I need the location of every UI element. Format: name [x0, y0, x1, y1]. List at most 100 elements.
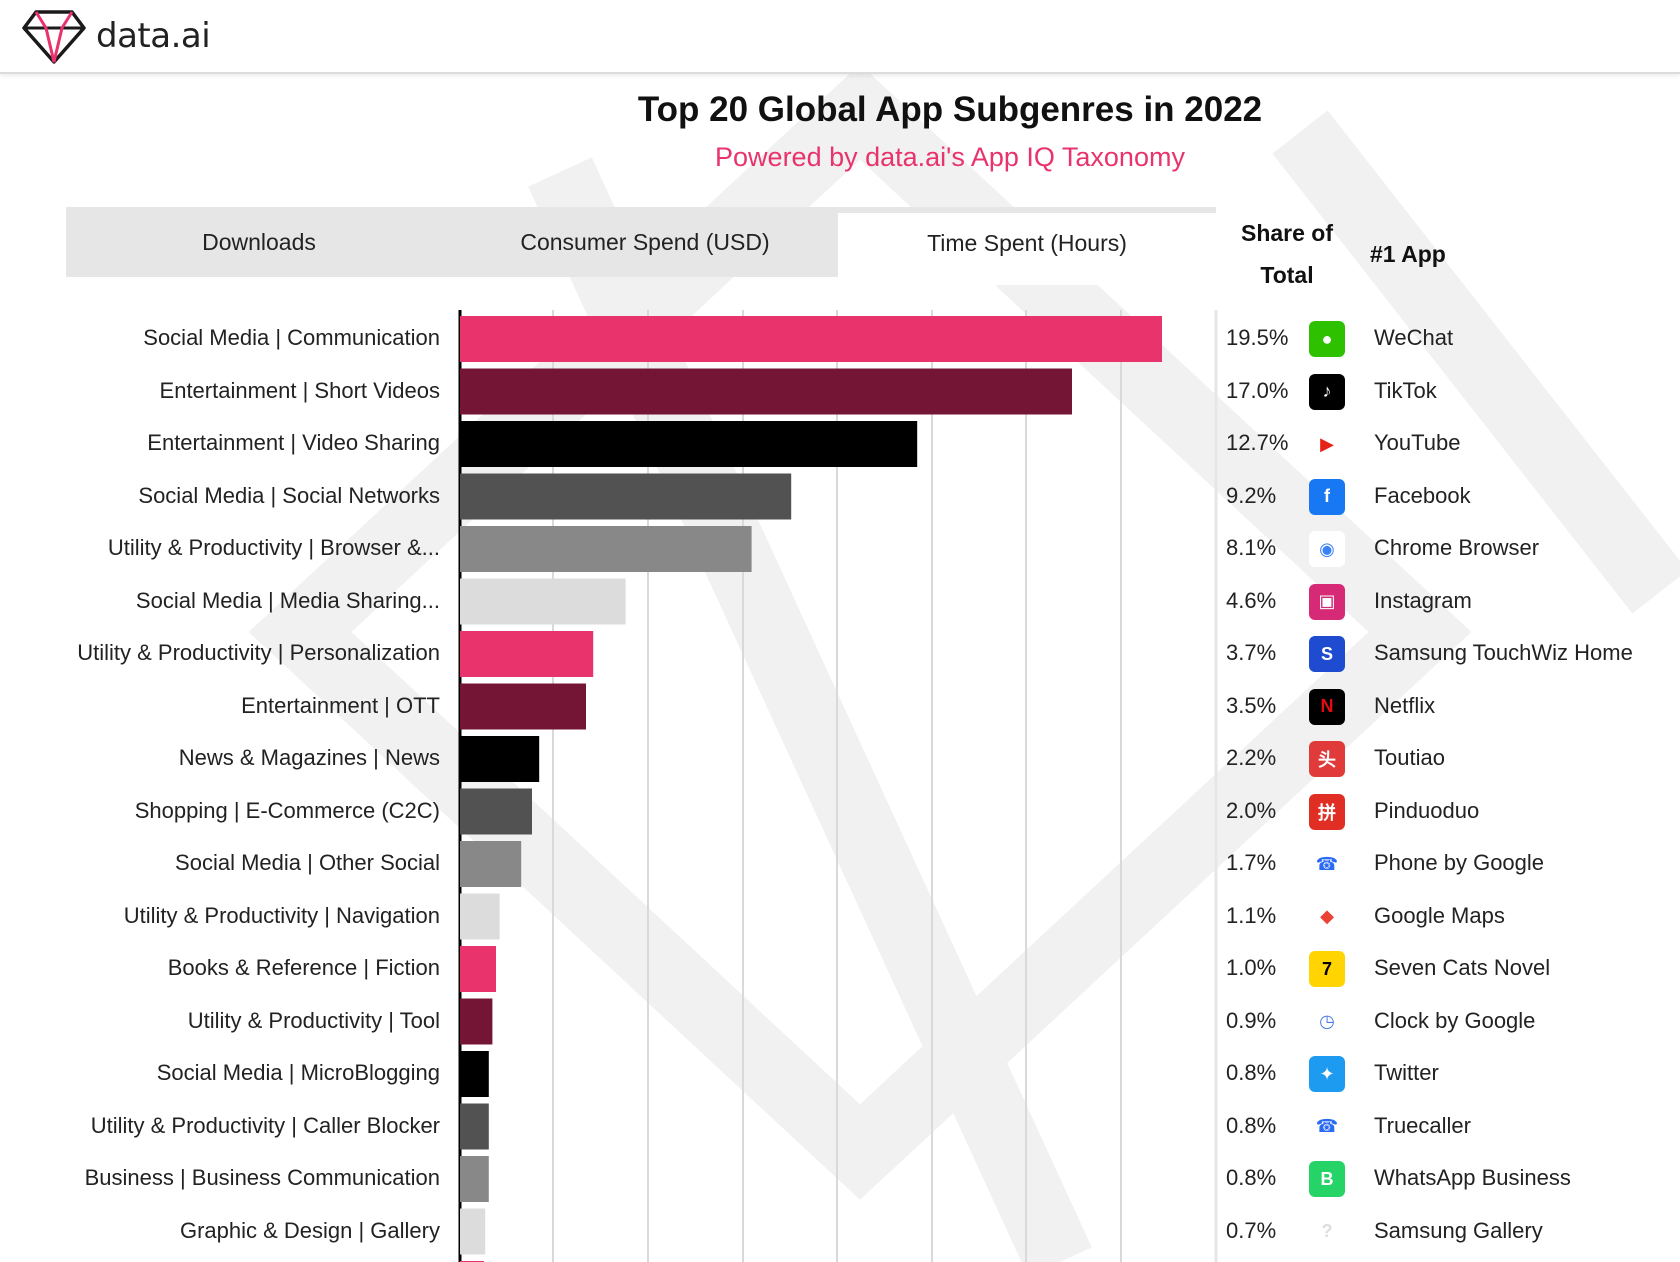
diamond-logo-icon	[22, 10, 86, 64]
bar[interactable]	[460, 1208, 486, 1255]
bar[interactable]	[460, 946, 496, 992]
share-label: 1.0%	[1226, 955, 1277, 980]
share-label: 19.5%	[1226, 325, 1289, 350]
facebook-icon: f	[1309, 478, 1345, 515]
truecaller-icon: ☎	[1309, 1108, 1345, 1145]
whatsapp-business-icon: B	[1309, 1161, 1345, 1197]
samsung-home-icon: S	[1309, 636, 1345, 672]
tab-downloads[interactable]: Downloads	[202, 229, 316, 255]
bar[interactable]	[460, 998, 493, 1045]
category-label: Social Media | Media Sharing...	[135, 587, 440, 613]
twitter-icon: ✦	[1309, 1056, 1345, 1092]
share-label: 3.5%	[1226, 692, 1277, 718]
top-app-name[interactable]: Seven Cats Novel	[1374, 955, 1551, 980]
top-app-name[interactable]: Pinduoduo	[1374, 797, 1480, 823]
share-label: 0.8%	[1226, 1165, 1277, 1190]
top-app-name[interactable]: Phone by Google	[1374, 850, 1545, 875]
top-app-name[interactable]: Twitter	[1374, 1060, 1439, 1085]
category-label: Utility & Productivity | Personalization	[77, 640, 440, 665]
bar[interactable]	[460, 1051, 489, 1097]
share-of-total-header: Share of Total	[1240, 220, 1334, 288]
bar[interactable]	[460, 578, 626, 625]
share-label: 8.1%	[1226, 535, 1277, 560]
share-label: 0.7%	[1226, 1217, 1277, 1243]
share-label: 2.0%	[1226, 797, 1277, 823]
bar[interactable]	[460, 736, 540, 782]
category-label: Graphic & Design | Gallery	[179, 1217, 440, 1243]
category-label: News & Magazines | News	[178, 745, 440, 770]
share-label: 17.0%	[1226, 377, 1289, 403]
tab-consumer-spend[interactable]: Consumer Spend (USD)	[520, 229, 770, 255]
bar[interactable]	[460, 788, 532, 835]
share-label: 12.7%	[1226, 430, 1289, 455]
bar[interactable]	[460, 421, 918, 467]
top-app-name[interactable]: Netflix	[1374, 692, 1436, 718]
bar[interactable]	[460, 1103, 489, 1150]
phone-icon: ☎	[1309, 846, 1345, 882]
bar[interactable]	[460, 473, 792, 520]
bar[interactable]	[460, 1156, 489, 1202]
bar[interactable]	[460, 631, 594, 677]
top-app-name[interactable]: YouTube	[1374, 430, 1461, 455]
bar[interactable]	[460, 368, 1072, 415]
bar[interactable]	[460, 316, 1162, 362]
share-label: 0.8%	[1226, 1060, 1277, 1085]
header-bar: data.ai	[0, 0, 1680, 74]
share-label: 0.8%	[1226, 1112, 1277, 1138]
top-app-name[interactable]: Facebook	[1374, 482, 1471, 508]
netflix-icon: N	[1309, 688, 1345, 725]
category-label: Utility & Productivity | Tool	[187, 1007, 440, 1033]
top-app-name[interactable]: Chrome Browser	[1374, 535, 1540, 560]
clock-icon: ◷	[1309, 1003, 1345, 1040]
category-label: Books & Reference | Fiction	[167, 955, 440, 980]
share-label: 4.6%	[1226, 587, 1277, 613]
top-app-name[interactable]: WhatsApp Business	[1374, 1165, 1571, 1190]
brand-name: data.ai	[96, 16, 211, 56]
wechat-icon: ●	[1309, 321, 1345, 357]
top-app-name[interactable]: Clock by Google	[1374, 1007, 1536, 1033]
bar[interactable]	[460, 893, 500, 940]
brand-logo[interactable]: data.ai	[22, 8, 211, 64]
top-app-name[interactable]: Toutiao	[1374, 745, 1445, 770]
category-label: Business | Business Communication	[84, 1165, 440, 1190]
top-app-name[interactable]: Truecaller	[1374, 1112, 1471, 1138]
share-label: 1.7%	[1226, 850, 1277, 875]
tab-time-spent[interactable]: Time Spent (Hours)	[838, 213, 1216, 285]
category-label: Social Media | Social Networks	[138, 482, 440, 508]
chart-title: Top 20 Global App Subgenres in 2022	[637, 90, 1263, 129]
category-label: Utility & Productivity | Navigation	[123, 902, 440, 928]
youtube-icon: ▶	[1309, 426, 1345, 462]
share-label: 2.2%	[1226, 745, 1277, 770]
share-label: 3.7%	[1226, 640, 1277, 665]
bar[interactable]	[460, 841, 522, 887]
category-label: Social Media | Communication	[143, 325, 440, 350]
samsung-gallery-icon: ?	[1309, 1213, 1345, 1250]
pinduoduo-icon: 拼	[1309, 793, 1345, 830]
bar[interactable]	[460, 526, 752, 572]
top-app-name[interactable]: TikTok	[1374, 377, 1437, 403]
top-app-name[interactable]: Samsung Gallery	[1374, 1217, 1543, 1243]
category-label: Entertainment | Short Videos	[159, 377, 440, 403]
top-app-name[interactable]: Google Maps	[1374, 902, 1505, 928]
category-label: Social Media | Other Social	[175, 850, 440, 875]
tiktok-icon: ♪	[1309, 373, 1345, 410]
top-app-header: #1 App	[1370, 241, 1446, 267]
metric-tabs: Downloads Consumer Spend (USD) Time Spen…	[66, 207, 1216, 285]
category-label: Shopping | E-Commerce (C2C)	[134, 797, 440, 823]
category-label: Social Media | MicroBlogging	[156, 1060, 440, 1085]
category-label: Utility & Productivity | Browser &...	[107, 535, 440, 560]
share-label: 1.1%	[1226, 902, 1277, 928]
top-app-name[interactable]: Instagram	[1374, 587, 1472, 613]
chart-subtitle: Powered by data.ai's App IQ Taxonomy	[715, 142, 1185, 172]
top-app-name[interactable]: Samsung TouchWiz Home	[1374, 640, 1633, 665]
chrome-icon: ◉	[1309, 531, 1345, 567]
maps-icon: ◆	[1309, 898, 1345, 935]
instagram-icon: ▣	[1309, 583, 1345, 620]
toutiao-icon: 头	[1309, 741, 1345, 777]
seven-cats-icon: 7	[1309, 951, 1345, 987]
bar[interactable]	[460, 683, 586, 730]
top-app-name[interactable]: WeChat	[1374, 325, 1454, 350]
share-label: 9.2%	[1226, 482, 1277, 508]
share-label: 0.9%	[1226, 1007, 1277, 1033]
